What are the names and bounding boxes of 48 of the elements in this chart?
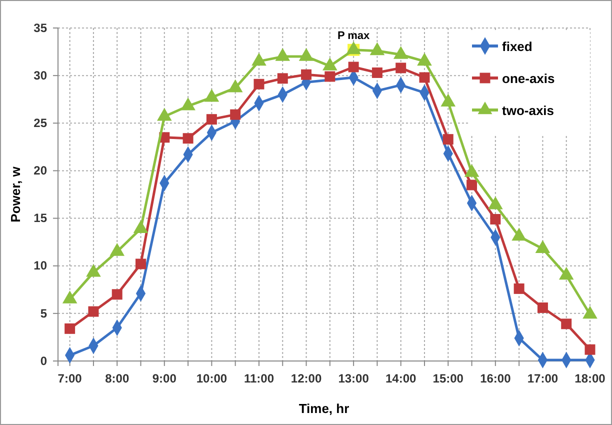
point — [372, 67, 382, 78]
point — [112, 289, 122, 300]
y-axis-title: Power, w — [8, 166, 23, 222]
x-tick-label: 11:00 — [244, 372, 274, 386]
x-tick-label: 13:00 — [338, 372, 370, 386]
point — [230, 109, 241, 120]
point — [419, 72, 430, 83]
y-tick-label: 20 — [34, 164, 48, 178]
point — [206, 114, 217, 125]
x-tick-label: 10:00 — [196, 372, 228, 386]
point — [396, 62, 406, 74]
x-tick-label: 18:00 — [574, 372, 606, 386]
y-tick-label: 10 — [34, 258, 48, 273]
x-tick-label: 7:00 — [58, 372, 82, 386]
point — [88, 306, 99, 317]
y-tick-label: 25 — [34, 116, 48, 130]
x-tick-label: 15:00 — [432, 372, 464, 386]
point — [442, 134, 454, 145]
x-axis-title: Time, hr — [298, 401, 350, 416]
x-tick-label: 14:00 — [385, 372, 417, 386]
x-tick-label: 8:00 — [105, 372, 130, 386]
point — [277, 73, 288, 84]
y-tick-label: 0 — [40, 354, 48, 368]
point — [584, 344, 596, 355]
x-tick-label: 17:00 — [527, 372, 558, 386]
point — [324, 71, 336, 82]
point — [537, 302, 548, 313]
point — [182, 133, 194, 144]
point — [136, 258, 146, 270]
y-tick-label: 15 — [34, 211, 48, 226]
y-tick-label: 35 — [34, 20, 48, 35]
point — [514, 283, 524, 294]
legend-label: one-axis — [502, 71, 555, 86]
point — [254, 78, 264, 90]
point — [348, 62, 359, 72]
point — [301, 69, 312, 80]
point — [466, 180, 478, 190]
x-tick-label: 9:00 — [152, 372, 177, 386]
x-tick-label: 12:00 — [290, 372, 322, 386]
legend-label: two-axis — [502, 103, 554, 118]
point — [561, 318, 572, 330]
point — [490, 214, 501, 224]
legend-label: fixed — [502, 39, 532, 54]
x-tick-label: 16:00 — [480, 372, 512, 386]
y-tick-label: 5 — [40, 306, 48, 320]
y-tick-label: 30 — [34, 68, 48, 82]
annotation: P max — [337, 30, 371, 42]
point — [64, 323, 76, 334]
